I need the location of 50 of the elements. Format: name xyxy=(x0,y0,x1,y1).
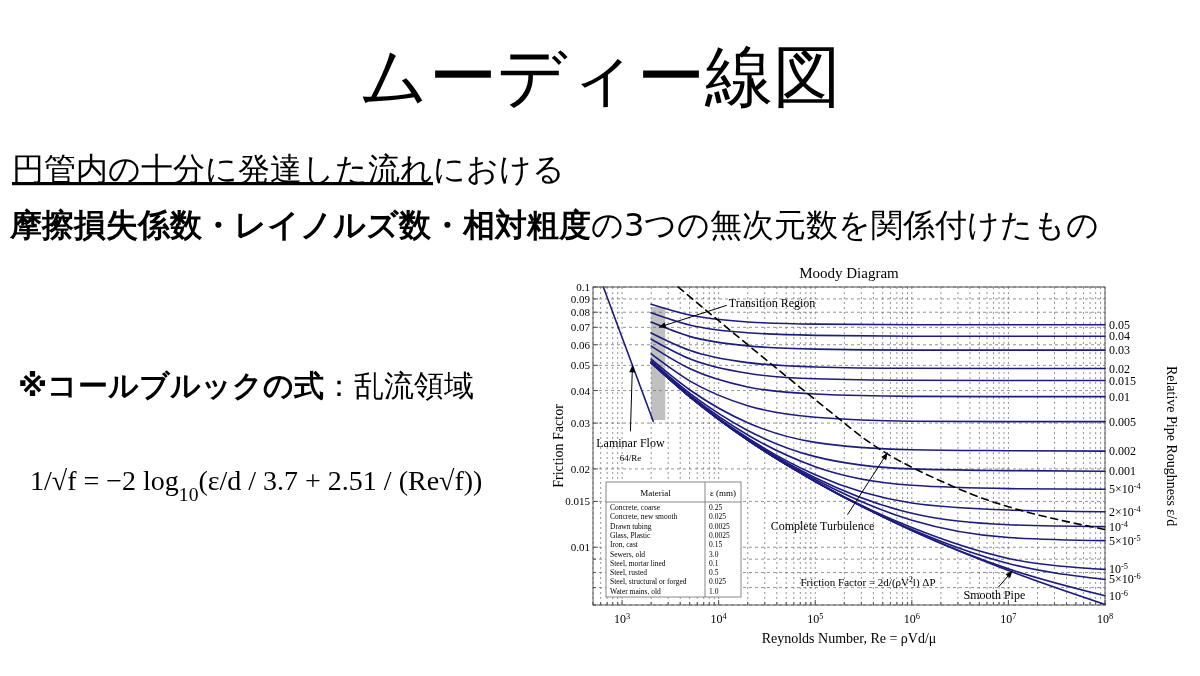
x-tick-label: 10$^{3}$ xyxy=(613,611,631,626)
chart-title: Moody Diagram xyxy=(799,265,900,281)
text: における xyxy=(433,150,565,188)
text: ※コールブルックの式 xyxy=(18,368,325,403)
series-label: 5×10$^{-5}$ xyxy=(1109,533,1141,548)
y-tick-label: 0.03 xyxy=(570,417,591,430)
series-label: 10$^{-4}$ xyxy=(1109,519,1129,534)
annotation: Transition Region xyxy=(728,296,816,311)
y-axis-title: Friction Factor xyxy=(551,403,566,488)
series-label: 0.02 xyxy=(1109,361,1130,376)
series-label: 5×10$^{-4}$ xyxy=(1109,481,1142,497)
series-label: 0.04 xyxy=(1109,329,1130,344)
y2-axis-title: Relative Pipe Roughness ε/d xyxy=(1164,365,1179,527)
series-label: 2×10$^{-4}$ xyxy=(1109,504,1142,519)
text: ：乱流領域 xyxy=(324,368,475,403)
series-label: 0.001 xyxy=(1109,464,1136,479)
x-tick-label: 10$^{6}$ xyxy=(903,611,920,626)
series-label: 0.015 xyxy=(1109,373,1136,388)
y-tick-label: 0.02 xyxy=(570,462,590,475)
y-tick-label: 0.08 xyxy=(570,306,591,319)
x-tick-label: 10$^{5}$ xyxy=(807,611,824,626)
x-tick-label: 10$^{8}$ xyxy=(1096,611,1114,626)
x-tick-label: 10$^{7}$ xyxy=(1000,611,1017,626)
y-tick-label: 0.09 xyxy=(570,292,591,305)
series-label: 0.002 xyxy=(1109,444,1136,459)
text: 円管内の十分に発達した流れ xyxy=(12,150,433,188)
text: 1/√f = −2 log$_{10}$(ε/d / 3.7 + 2.51 / (Re√f)) xyxy=(30,465,483,505)
annotation: Friction Factor = 2d/(ρV$^{2}$l) ΔP xyxy=(800,574,936,589)
y-tick-label: 0.05 xyxy=(570,359,591,372)
y-tick-label: 0.1 xyxy=(576,281,590,293)
y-tick-label: 0.07 xyxy=(570,321,591,334)
y-tick-label: 0.04 xyxy=(570,384,591,397)
x-axis-title: Reynolds Number, Re = ρVd/μ xyxy=(761,631,937,646)
series-label: 0.03 xyxy=(1109,343,1130,358)
text: ムーディー線図 xyxy=(359,37,841,116)
series-label: 0.005 xyxy=(1109,414,1136,429)
series-label: 0.01 xyxy=(1109,389,1130,404)
annotation: Smooth Pipe xyxy=(963,588,1026,603)
annotation: Laminar Flow 64/Re xyxy=(596,436,665,464)
annotation: ε (mm) xyxy=(709,488,737,498)
series-label: 0.05 xyxy=(1109,317,1130,332)
y-tick-label: 0.01 xyxy=(570,541,590,554)
annotation: Complete Turbulence xyxy=(770,518,875,533)
annotation: Material xyxy=(640,488,672,498)
series-label: 10$^{-6}$ xyxy=(1109,588,1128,603)
text: の3つの無次元数を関係付けたもの xyxy=(591,206,1100,244)
text: 摩擦損失係数・レイノルズ数・相対粗度 xyxy=(9,206,591,244)
x-tick-label: 10$^{4}$ xyxy=(710,611,728,626)
y-tick-label: 0.015 xyxy=(565,495,591,508)
y-tick-label: 0.06 xyxy=(570,338,591,351)
